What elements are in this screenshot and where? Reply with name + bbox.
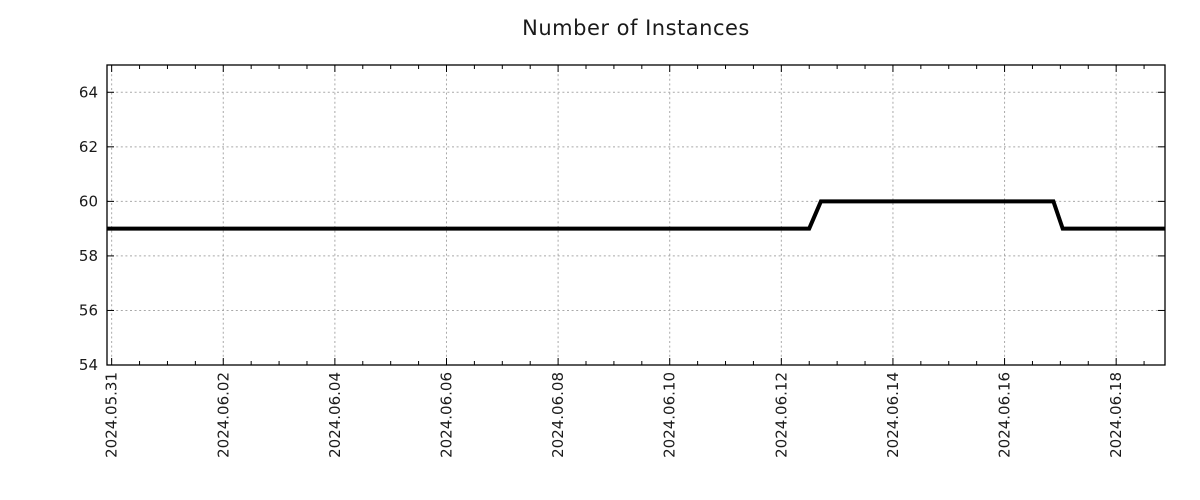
x-tick-label: 2024.06.16 (996, 372, 1014, 458)
y-tick-label: 62 (79, 138, 98, 156)
x-tick-label: 2024.05.31 (103, 372, 121, 458)
x-tick-label: 2024.06.14 (884, 372, 902, 458)
x-tick-label: 2024.06.02 (214, 372, 232, 458)
x-tick-label: 2024.06.12 (772, 372, 790, 458)
chart-title: Number of Instances (522, 16, 750, 40)
x-tick-label: 2024.06.06 (437, 372, 455, 458)
data-line-instances (107, 199, 1165, 231)
x-tick-label: 2024.06.08 (549, 372, 567, 458)
y-tick-label: 60 (79, 192, 98, 210)
x-tick-label: 2024.06.18 (1107, 372, 1125, 458)
x-tick-label: 2024.06.04 (326, 372, 344, 458)
x-tick-label: 2024.06.10 (661, 372, 679, 458)
y-tick-label: 58 (79, 247, 98, 265)
y-tick-label: 64 (79, 83, 98, 101)
y-tick-label: 56 (79, 301, 98, 319)
y-tick-label: 54 (79, 356, 98, 374)
plot-frame (106, 64, 1166, 366)
